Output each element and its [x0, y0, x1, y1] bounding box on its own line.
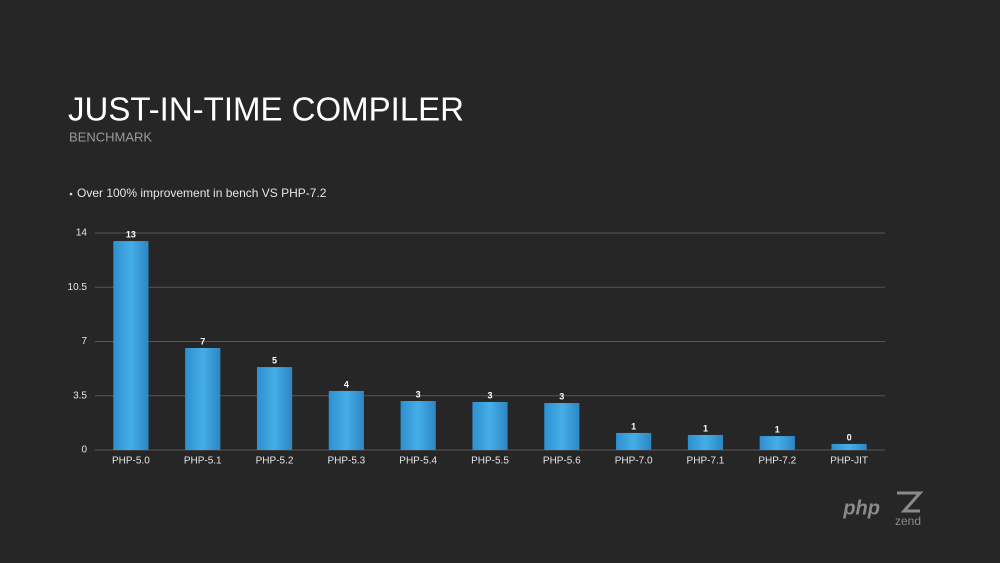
bar: [616, 432, 652, 450]
value-label: 7: [200, 336, 205, 346]
value-label: 3: [559, 391, 564, 401]
bar: [831, 443, 867, 450]
x-tick-label: PHP-5.1: [184, 456, 222, 467]
y-tick-label: 14: [76, 228, 88, 239]
y-tick-label: 0: [81, 445, 87, 456]
php-logo: php: [842, 497, 880, 519]
chart-title: JUST-IN-TIME COMPILER: [68, 91, 464, 128]
bar: [759, 436, 795, 450]
value-label: 5: [272, 355, 277, 365]
x-tick-label: PHP-5.3: [327, 456, 365, 467]
x-tick-label: PHP-5.6: [543, 456, 581, 467]
value-label: 1: [703, 423, 708, 433]
bar: [400, 401, 436, 450]
x-tick-label: PHP-5.0: [112, 456, 150, 467]
y-tick-label: 10.5: [68, 282, 88, 293]
value-label: 1: [775, 424, 780, 434]
zend-logo: zend: [895, 514, 921, 528]
x-tick-label: PHP-7.0: [615, 456, 653, 467]
annotation: Over 100% improvement in bench VS PHP-7.…: [77, 186, 327, 200]
y-tick-label: 3.5: [73, 390, 87, 401]
y-tick-label: 7: [81, 336, 87, 347]
bar: [185, 348, 221, 450]
bullet: [69, 192, 73, 196]
bar: [328, 390, 364, 450]
bar: [472, 401, 508, 450]
value-label: 3: [487, 390, 492, 400]
bar: [113, 241, 149, 450]
zend-icon: [897, 491, 924, 513]
value-label: 0: [847, 432, 852, 442]
x-tick-label: PHP-7.1: [687, 456, 725, 467]
value-label: 13: [126, 229, 136, 239]
bar: [544, 403, 580, 450]
bar: [256, 367, 293, 450]
value-label: 4: [344, 379, 349, 389]
bar: [687, 434, 724, 450]
x-tick-label: PHP-5.5: [471, 456, 509, 467]
x-tick-label: PHP-5.4: [399, 456, 437, 467]
x-tick-label: PHP-JIT: [830, 456, 868, 467]
x-tick-label: PHP-7.2: [758, 456, 796, 467]
x-tick-label: PHP-5.2: [256, 456, 294, 467]
chart-subtitle: BENCHMARK: [69, 129, 152, 144]
value-label: 1: [631, 421, 636, 431]
value-label: 3: [416, 389, 421, 399]
